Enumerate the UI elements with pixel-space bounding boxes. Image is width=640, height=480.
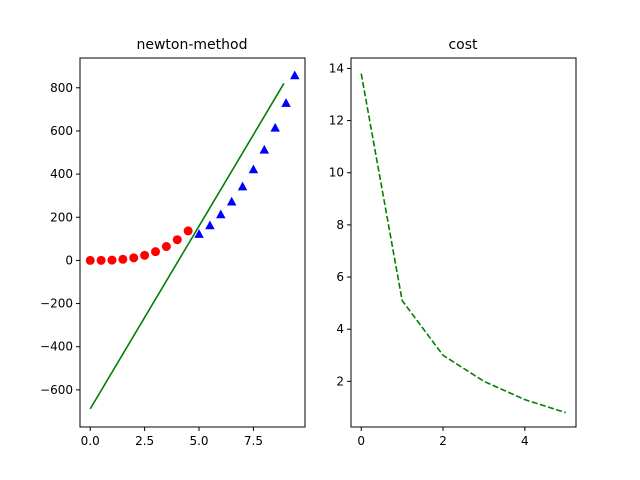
- cost-ticks: 0 2 4 2 4 6 8 10 12 14: [329, 61, 529, 448]
- newton-method-circle-point: [96, 255, 106, 265]
- newton-method-triangle-point: [259, 144, 270, 154]
- newton-method-axes-frame: [79, 57, 306, 428]
- cost-title: cost: [448, 37, 478, 53]
- newton-method-y-tick-label: 200: [50, 210, 73, 224]
- newton-method-triangle-point: [226, 196, 237, 206]
- newton-method-circle-point: [183, 226, 193, 236]
- newton-method-x-tick-label: 5.0: [189, 434, 208, 448]
- cost-axes-frame: [350, 57, 577, 428]
- cost-y-tick-label: 6: [336, 270, 344, 284]
- newton-method-circle-point: [140, 250, 150, 260]
- newton-method-x-tick-label: 0.0: [81, 434, 100, 448]
- newton-method-circle-point: [151, 247, 161, 257]
- newton-method-y-tick-label: 0: [65, 253, 73, 267]
- newton-method-y-tick-label: −200: [40, 297, 73, 311]
- newton-method-series-2-line: [89, 83, 285, 410]
- cost-series-0-line: [360, 73, 567, 414]
- newton-method-triangle-point: [281, 98, 291, 107]
- cost-y-tick-label: 4: [336, 322, 344, 336]
- cost-y-tick-label: 8: [336, 218, 344, 232]
- newton-method-x-tick-label: 7.5: [244, 434, 263, 448]
- newton-method-triangle-point: [194, 229, 204, 238]
- newton-method-triangle-point: [290, 70, 300, 80]
- newton-method-y-tick-label: −600: [40, 383, 73, 397]
- newton-method-y-tick-label: 400: [50, 167, 73, 181]
- cost-x-tick-label: 2: [439, 434, 447, 448]
- newton-method-triangle-point: [205, 220, 215, 230]
- cost-marks: [360, 73, 567, 414]
- newton-method-ticks: 0.0 2.5 5.0 7.5 −600 −400 −200 0 200 400 600 800: [40, 81, 263, 448]
- newton-method-y-tick-label: 800: [50, 81, 73, 95]
- cost-subplot: cost 0 2 4 2 4 6 8 10 12 14: [329, 37, 577, 448]
- newton-method-circle-point: [129, 253, 139, 263]
- newton-method-triangle-point: [216, 209, 226, 219]
- newton-method-circle-point: [85, 255, 95, 265]
- cost-y-tick-label: 10: [329, 166, 344, 180]
- cost-x-tick-label: 0: [357, 434, 365, 448]
- newton-method-y-tick-label: −400: [40, 340, 73, 354]
- cost-x-tick-label: 4: [521, 434, 529, 448]
- newton-method-triangle-point: [237, 181, 248, 191]
- newton-method-triangle-point: [270, 122, 280, 132]
- newton-method-circle-point: [161, 242, 171, 252]
- newton-method-subplot: newton-method 0.0 2.5 5.0 7.5 −600 −400 −200 0 2…: [40, 37, 306, 448]
- newton-method-circle-point: [107, 255, 117, 265]
- cost-y-tick-label: 14: [329, 61, 344, 75]
- newton-method-circle-point: [172, 235, 182, 245]
- cost-y-tick-label: 12: [329, 114, 344, 128]
- newton-method-circle-point: [118, 254, 128, 264]
- newton-method-y-tick-label: 600: [50, 124, 73, 138]
- newton-method-marks: [85, 70, 300, 410]
- newton-method-x-tick-label: 2.5: [135, 434, 154, 448]
- newton-method-triangle-point: [248, 164, 259, 174]
- cost-y-tick-label: 2: [336, 374, 344, 388]
- newton-method-title: newton-method: [137, 37, 248, 53]
